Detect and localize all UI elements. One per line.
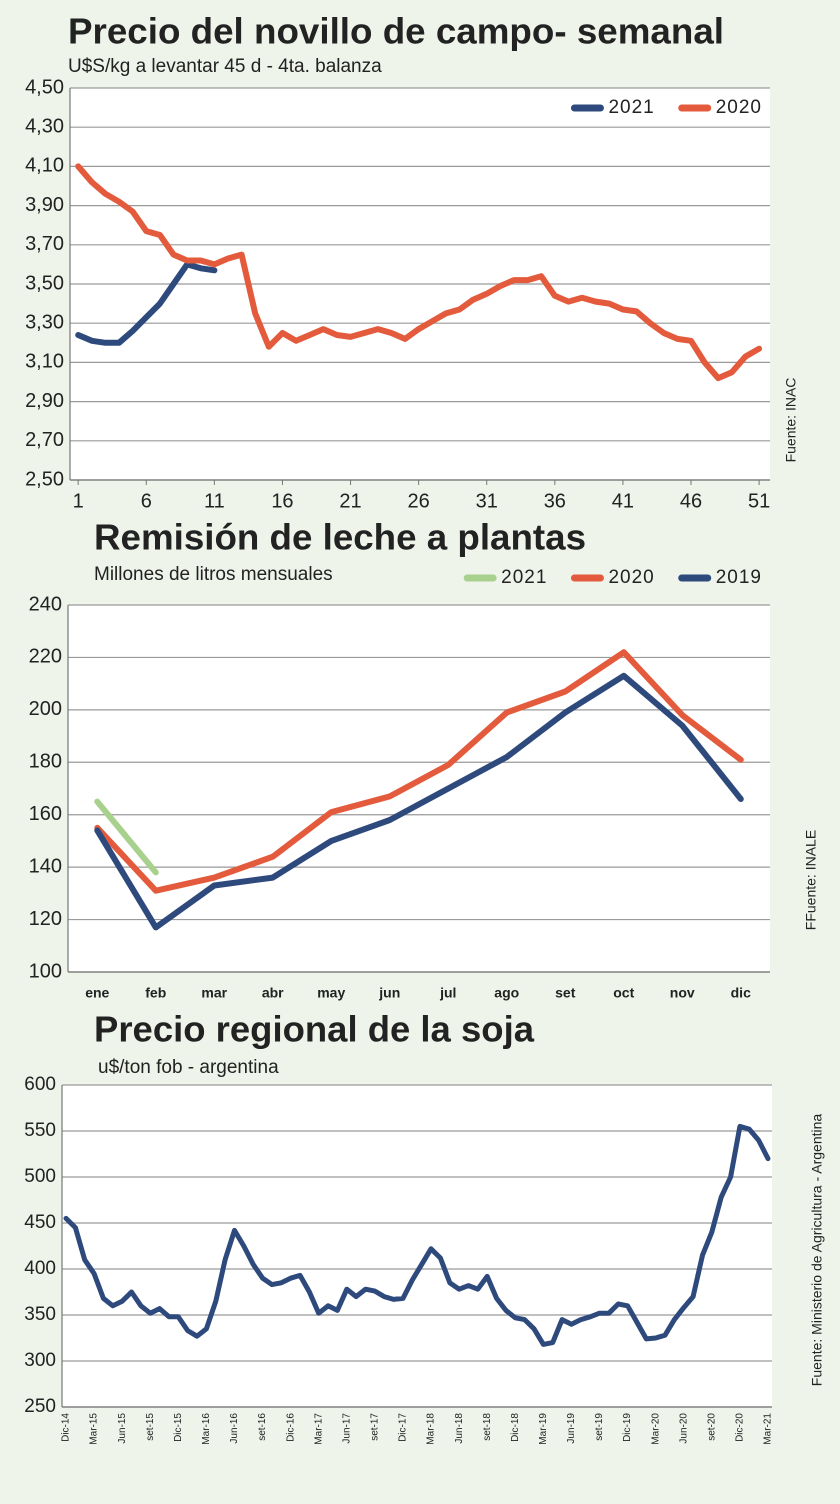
x-tick-label: set-17 — [370, 1413, 381, 1441]
source-note: Fuente: Ministerio de Agricultura - Arge… — [809, 1114, 825, 1387]
x-tick-label: Dic-14 — [61, 1413, 72, 1442]
x-tick-label: set-15 — [145, 1413, 156, 1441]
x-tick-label: Jun-16 — [229, 1413, 240, 1444]
x-tick-label: 36 — [544, 490, 566, 512]
legend-label: 2021 — [608, 97, 654, 118]
x-tick-label: mar — [201, 985, 227, 1001]
line-series — [94, 649, 744, 894]
x-tick-label: jul — [439, 985, 456, 1001]
x-tick-label: 16 — [271, 490, 293, 512]
y-tick-label: 220 — [29, 646, 62, 668]
x-tick-label: set-16 — [257, 1413, 268, 1441]
y-tick-label: 3,70 — [25, 233, 64, 255]
y-tick-label: 250 — [24, 1396, 56, 1417]
x-tick-label: Jun-15 — [117, 1413, 128, 1444]
x-tick-label: 1 — [73, 490, 84, 512]
x-tick-label: Mar-19 — [538, 1413, 549, 1445]
y-tick-label: 2,50 — [25, 468, 64, 490]
x-tick-label: set-20 — [706, 1413, 717, 1441]
y-tick-label: 600 — [24, 1074, 56, 1095]
x-tick-label: oct — [613, 985, 634, 1001]
y-tick-label: 100 — [29, 960, 62, 982]
x-tick-label: Mar-18 — [426, 1413, 437, 1445]
x-tick-label: Jun-18 — [454, 1413, 465, 1444]
y-tick-label: 500 — [24, 1166, 56, 1187]
chart-subtitle: U$S/kg a levantar 45 d - 4ta. balanza — [68, 56, 382, 77]
y-tick-label: 3,90 — [25, 194, 64, 216]
x-tick-label: Jun-19 — [566, 1413, 577, 1444]
x-tick-label: Dic-15 — [173, 1413, 184, 1442]
x-tick-label: set-18 — [482, 1413, 493, 1441]
x-tick-label: Mar-20 — [650, 1413, 661, 1445]
y-tick-label: 240 — [29, 593, 62, 615]
y-tick-label: 3,50 — [25, 272, 64, 294]
x-tick-label: may — [317, 985, 345, 1001]
chart-subtitle: u$/ton fob - argentina — [98, 1057, 279, 1078]
source-note: FFuente: INALE — [803, 830, 819, 930]
line-series — [75, 261, 218, 346]
line-series — [75, 163, 763, 382]
x-tick-label: 26 — [408, 490, 430, 512]
y-tick-label: 2,70 — [25, 429, 64, 451]
y-tick-label: 120 — [29, 908, 62, 930]
plot-area — [68, 605, 770, 972]
x-tick-label: nov — [670, 985, 695, 1001]
legend-label: 2020 — [608, 567, 654, 588]
chart-title: Remisión de leche a plantas — [94, 517, 586, 558]
legend-label: 2020 — [716, 97, 762, 118]
x-tick-label: Dic-16 — [285, 1413, 296, 1442]
x-tick-label: 11 — [204, 490, 225, 512]
x-tick-label: 31 — [476, 490, 498, 512]
y-tick-label: 450 — [24, 1212, 56, 1233]
y-tick-label: 160 — [29, 803, 62, 825]
y-tick-label: 3,10 — [25, 351, 64, 373]
plot-area — [62, 1085, 772, 1407]
x-tick-label: Dic-17 — [398, 1413, 409, 1442]
y-tick-label: 200 — [29, 698, 62, 720]
y-tick-label: 4,30 — [25, 115, 64, 137]
x-tick-label: feb — [145, 985, 166, 1001]
x-tick-label: 21 — [339, 490, 361, 512]
line-series — [63, 1123, 771, 1347]
x-tick-label: ago — [494, 985, 519, 1001]
x-tick-label: Dic-19 — [622, 1413, 633, 1442]
x-tick-label: 51 — [748, 490, 770, 512]
x-tick-label: Jun-17 — [341, 1413, 352, 1444]
chart-title: Precio del novillo de campo- semanal — [68, 11, 724, 52]
x-tick-label: Mar-17 — [313, 1413, 324, 1445]
x-tick-label: Dic-18 — [510, 1413, 521, 1442]
x-tick-label: abr — [262, 985, 284, 1001]
y-tick-label: 4,10 — [25, 155, 64, 177]
x-tick-label: dic — [731, 985, 751, 1001]
x-tick-label: 46 — [680, 490, 702, 512]
y-tick-label: 300 — [24, 1350, 56, 1371]
x-tick-label: ene — [85, 985, 109, 1001]
y-tick-label: 4,50 — [25, 76, 64, 98]
y-tick-label: 400 — [24, 1258, 56, 1279]
x-tick-label: Mar-15 — [89, 1413, 100, 1445]
x-tick-label: Mar-21 — [763, 1413, 774, 1445]
y-tick-label: 3,30 — [25, 311, 64, 333]
source-note: Fuente: INAC — [783, 378, 799, 463]
y-tick-label: 2,90 — [25, 390, 64, 412]
legend-label: 2019 — [716, 567, 762, 588]
chart-subtitle: Millones de litros mensuales — [94, 564, 333, 585]
y-tick-label: 140 — [29, 855, 62, 877]
y-tick-label: 550 — [24, 1120, 56, 1141]
x-tick-label: set-19 — [594, 1413, 605, 1441]
y-tick-label: 350 — [24, 1304, 56, 1325]
line-series — [94, 672, 744, 931]
legend-label: 2021 — [501, 567, 547, 588]
x-tick-label: Dic-20 — [735, 1413, 746, 1442]
x-tick-label: Mar-16 — [201, 1413, 212, 1445]
x-tick-label: Jun-20 — [678, 1413, 689, 1444]
x-tick-label: 41 — [612, 490, 634, 512]
y-tick-label: 180 — [29, 751, 62, 773]
x-tick-label: set — [555, 985, 576, 1001]
x-tick-label: jun — [378, 985, 400, 1001]
line-series — [94, 798, 159, 876]
chart-title: Precio regional de la soja — [94, 1009, 535, 1050]
x-tick-label: 6 — [141, 490, 152, 512]
